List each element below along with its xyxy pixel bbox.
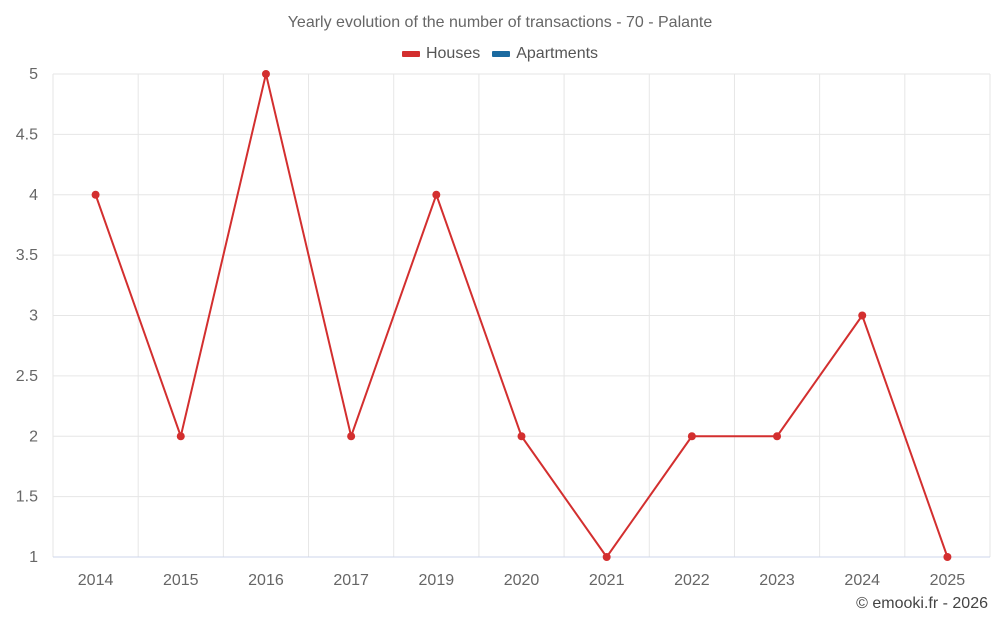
x-tick-label: 2015 (163, 572, 199, 589)
data-point (773, 432, 782, 441)
chart-legend: Houses Apartments (0, 45, 1000, 63)
legend-label-apartments: Apartments (516, 45, 599, 62)
data-point (261, 70, 270, 78)
y-tick-label: 2.5 (16, 368, 38, 385)
data-point (943, 553, 952, 561)
legend-item-apartments[interactable]: Apartments (492, 45, 598, 63)
y-tick-label: 4 (29, 187, 38, 204)
grid-lines (52, 73, 991, 558)
legend-swatch-apartments (492, 51, 511, 57)
y-tick-label: 4.5 (16, 126, 38, 143)
data-point (602, 553, 611, 561)
y-tick-label: 3.5 (16, 247, 38, 264)
y-tick-label: 5 (29, 66, 38, 83)
y-tick-label: 1.5 (16, 489, 38, 506)
y-axis-ticks: 1 1.5 2 2.5 3 3.5 4 4.5 5 (16, 66, 38, 566)
x-tick-label: 2023 (759, 572, 795, 589)
series-layer (91, 70, 952, 561)
x-tick-label: 2017 (333, 572, 369, 589)
data-point (687, 432, 696, 441)
x-axis-ticks: 2014 2015 2016 2017 2019 2020 2021 2022 2023 2024… (78, 572, 966, 589)
legend-label-houses: Houses (425, 45, 481, 62)
legend-item-houses[interactable]: Houses (401, 45, 481, 63)
data-point (347, 432, 356, 441)
y-tick-label: 2 (29, 428, 38, 445)
x-tick-label: 2022 (674, 572, 710, 589)
x-tick-label: 2014 (78, 572, 114, 589)
chart-title: Yearly evolution of the number of transa… (287, 14, 713, 31)
data-point (91, 190, 100, 199)
x-tick-label: 2021 (589, 572, 625, 589)
credit-text: © emooki.fr - 2026 (856, 595, 988, 612)
x-tick-label: 2020 (504, 572, 540, 589)
y-tick-label: 1 (29, 549, 38, 566)
x-tick-label: 2025 (930, 572, 966, 589)
x-tick-label: 2016 (248, 572, 284, 589)
x-tick-label: 2019 (419, 572, 455, 589)
legend-swatch-houses (401, 51, 420, 57)
data-point (176, 432, 185, 441)
data-point (432, 190, 441, 199)
data-point (858, 311, 867, 320)
y-tick-label: 3 (29, 308, 38, 325)
x-tick-label: 2024 (844, 572, 880, 589)
data-point (517, 432, 526, 441)
